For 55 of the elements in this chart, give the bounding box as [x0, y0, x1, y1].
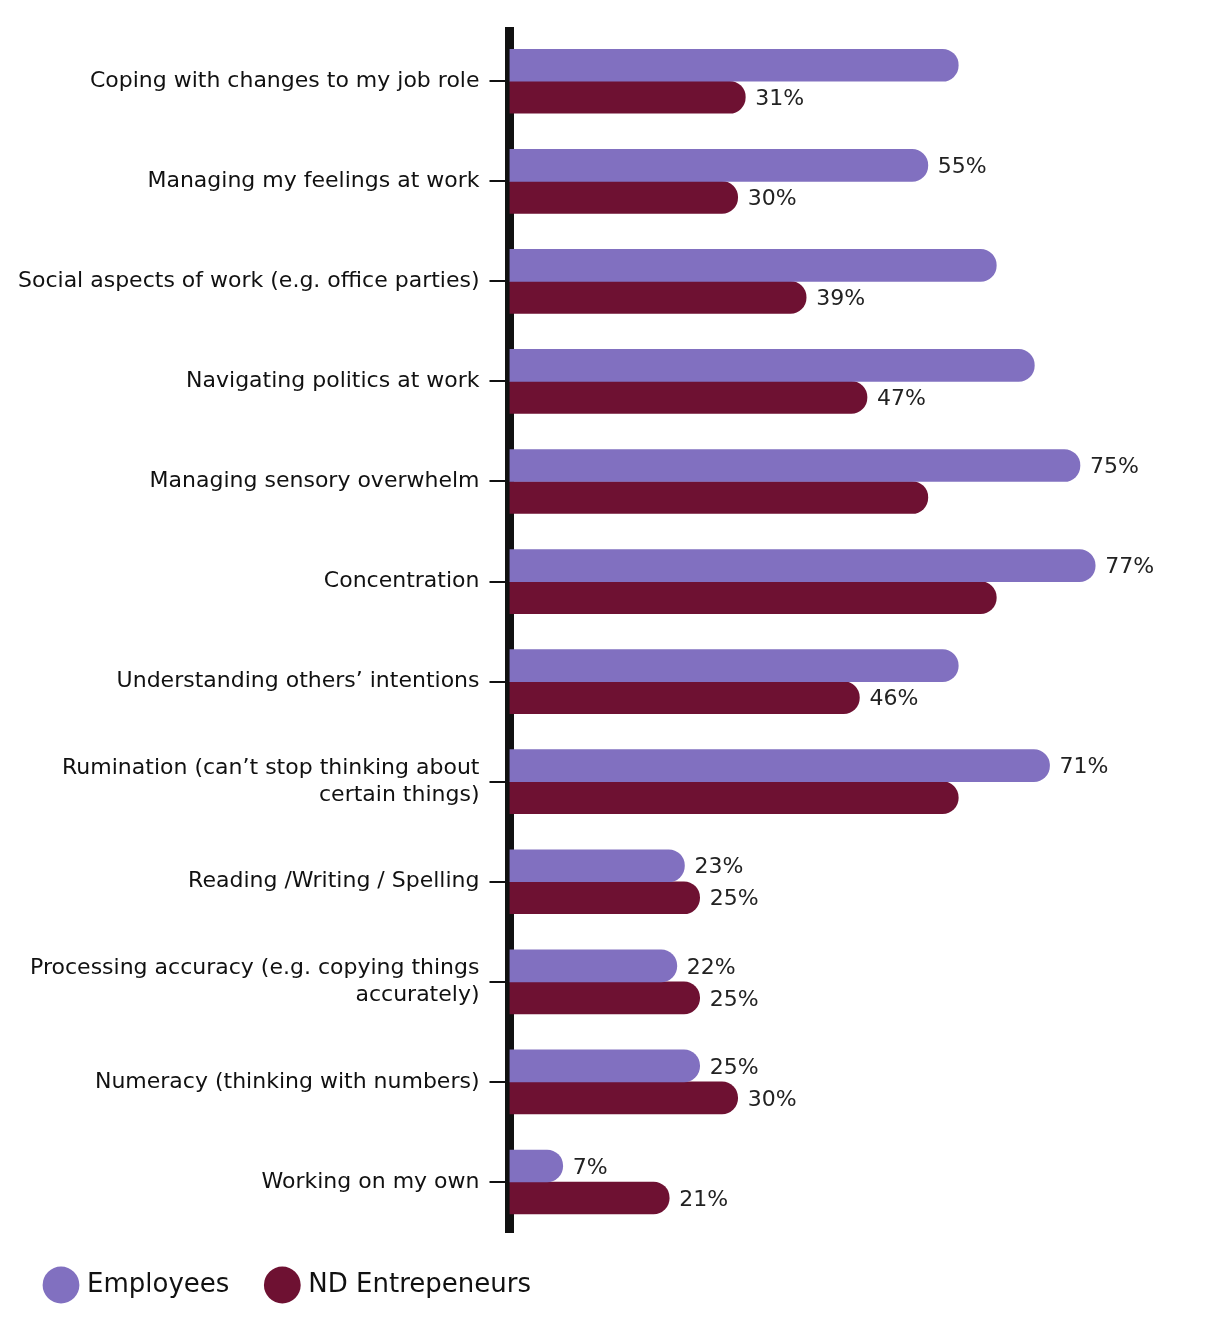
- bar: [509, 881, 700, 915]
- data-label: 75%: [1089, 453, 1139, 479]
- data-label: 30%: [747, 1085, 797, 1111]
- bar: [509, 681, 860, 714]
- y-tick-label: Managing sensory overwhelm: [149, 467, 480, 493]
- y-tick-label: Managing my feelings at work: [147, 167, 480, 193]
- bar: [509, 80, 746, 114]
- data-label: 46%: [869, 685, 919, 711]
- bar: [509, 281, 807, 314]
- data-label: 47%: [876, 385, 926, 411]
- data-label: 23%: [694, 853, 744, 879]
- bar: [509, 180, 739, 214]
- bar: [509, 581, 997, 614]
- data-label: 71%: [1059, 753, 1109, 779]
- data-label: 30%: [747, 185, 797, 211]
- data-label: 21%: [679, 1185, 729, 1211]
- bar: [509, 381, 868, 414]
- bar: [509, 148, 929, 182]
- bar: [509, 449, 1081, 482]
- bar: [509, 849, 685, 883]
- y-tick-label: Reading /Writing / Spelling: [188, 867, 480, 893]
- y-tick-label: Navigating politics at work: [186, 367, 480, 393]
- legend-label: Employees: [87, 1267, 230, 1298]
- y-tick-label: Processing accuracy (e.g. copying things accurately): [30, 954, 480, 1006]
- bar: [509, 1149, 564, 1183]
- bar: [509, 649, 959, 682]
- data-label: 55%: [937, 153, 987, 179]
- y-tick-label: Understanding others’ intentions: [116, 667, 480, 693]
- data-label: 39%: [816, 285, 866, 311]
- bar: [509, 549, 1096, 582]
- y-tick-label: Concentration: [323, 567, 480, 593]
- y-tick-label: Social aspects of work (e.g. office parties): [18, 267, 480, 293]
- bar: [509, 1181, 670, 1215]
- y-tick-label: Numeracy (thinking with numbers): [94, 1067, 480, 1093]
- data-label: 77%: [1105, 553, 1155, 579]
- data-label: 25%: [709, 1053, 759, 1079]
- data-label: 25%: [709, 885, 759, 911]
- bar: [509, 249, 997, 282]
- bar: [509, 749, 1050, 783]
- bar: [509, 981, 700, 1015]
- bar: [509, 48, 959, 82]
- bar: [509, 349, 1035, 382]
- y-tick-label: Rumination (can’t stop thinking about certain things): [62, 754, 480, 806]
- bar: [509, 1049, 700, 1083]
- y-tick-label: Working on my own: [261, 1167, 480, 1193]
- bar: [509, 481, 929, 514]
- data-label: 7%: [572, 1153, 608, 1179]
- bar: [509, 1081, 739, 1115]
- data-label: 22%: [686, 953, 736, 979]
- data-label: 25%: [709, 985, 759, 1011]
- data-label: 31%: [755, 84, 805, 110]
- bar: [509, 949, 678, 983]
- bar: [509, 781, 959, 815]
- legend-label: ND Entrepeneurs: [308, 1267, 531, 1298]
- y-tick-label: Coping with changes to my job role: [89, 66, 480, 92]
